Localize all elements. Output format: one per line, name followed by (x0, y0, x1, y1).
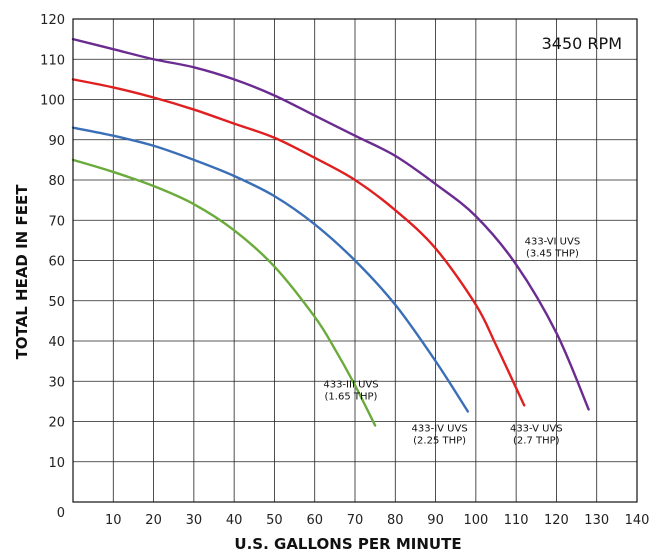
y-tick-label: 120 (40, 13, 65, 28)
x-tick-label: 70 (347, 513, 364, 528)
y-tick-label: 50 (48, 295, 65, 310)
x-tick-label: 10 (105, 513, 122, 528)
y-tick-label: 20 (48, 416, 65, 431)
x-tick-label: 140 (625, 513, 650, 528)
series-label: (2.25 THP) (413, 436, 466, 447)
x-tick-label: 40 (226, 513, 243, 528)
plot-frame (72, 18, 638, 503)
x-tick-label: 130 (584, 513, 609, 528)
x-tick-label: 80 (387, 513, 404, 528)
y-tick-label: 10 (48, 456, 65, 471)
y-tick-label: 100 (40, 94, 65, 109)
y-tick-label: 40 (48, 335, 65, 350)
x-tick-label: 50 (266, 513, 283, 528)
x-tick-label: 60 (306, 513, 323, 528)
series-line (71, 126, 469, 413)
series-line (71, 78, 526, 407)
origin-label: 0 (57, 506, 65, 521)
series-label: 433-IV UVS (412, 424, 468, 435)
x-tick-label: 110 (504, 513, 529, 528)
x-tick-label: 20 (145, 513, 162, 528)
x-tick-label: 120 (544, 513, 569, 528)
series-label: 433-VI UVS (525, 236, 581, 247)
tick-labels: 10 20 30 40 50 60 70 80 90 100 110 120 130 140 10 20 30 4… (40, 13, 649, 528)
y-axis-title: TOTAL HEAD IN FEET (13, 184, 31, 360)
series-line (71, 37, 590, 411)
y-tick-label: 60 (48, 255, 65, 270)
series-label: (2.7 THP) (513, 436, 560, 447)
x-axis-title: U.S. GALLONS PER MINUTE (234, 535, 461, 553)
series-line (71, 158, 377, 427)
y-tick-label: 90 (48, 134, 65, 149)
y-tick-label: 80 (48, 174, 65, 189)
series-label: 433-III UVS (323, 379, 378, 390)
y-tick-label: 70 (48, 214, 65, 229)
x-tick-label: 30 (186, 513, 203, 528)
rpm-annotation: 3450 RPM (542, 34, 622, 53)
y-tick-label: 110 (40, 53, 65, 68)
series-labels: 433-III UVS(1.65 THP) 433-IV UVS(2.25 THP… (323, 236, 580, 446)
series-lines (71, 37, 590, 427)
series-label: (3.45 THP) (526, 248, 579, 259)
x-tick-label: 90 (427, 513, 444, 528)
series-label: 433-V UVS (510, 424, 563, 435)
x-tick-label: 100 (463, 513, 488, 528)
series-label: (1.65 THP) (325, 391, 378, 402)
y-tick-label: 30 (48, 375, 65, 390)
